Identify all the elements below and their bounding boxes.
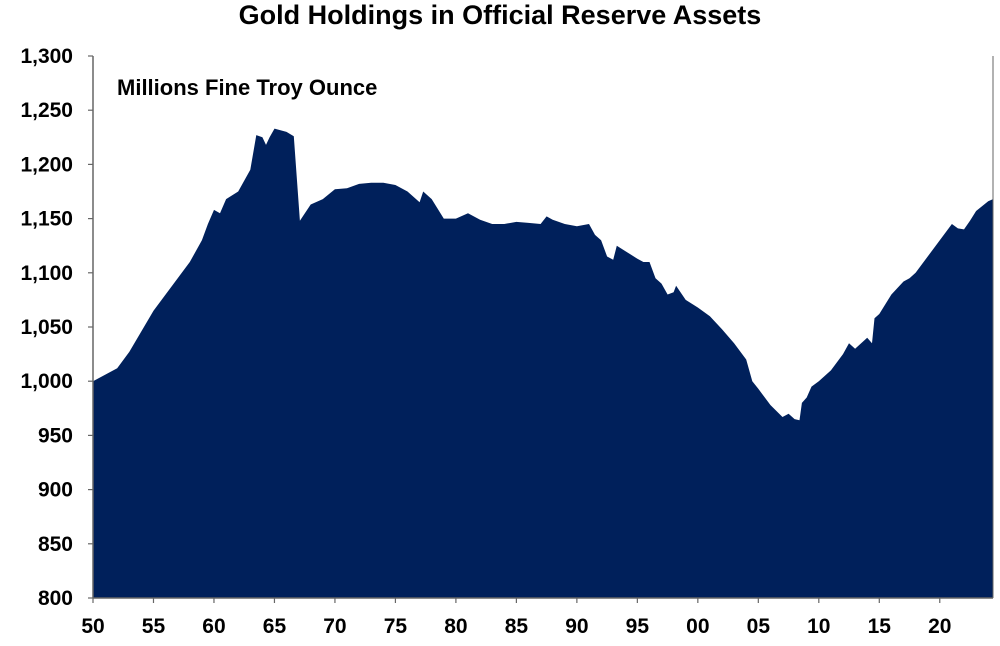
x-tick-label: 70 <box>323 615 346 638</box>
y-tick-label: 1,100 <box>20 262 73 285</box>
axes: 800 850 900 950 1,000 1,050 1,100 1,150 1,200 1,2… <box>20 45 994 638</box>
units-annotation: Millions Fine Troy Ounce <box>117 75 377 100</box>
y-tick-label: 1,300 <box>20 45 73 68</box>
x-tick-label: 80 <box>444 615 467 638</box>
y-tick-label: 800 <box>38 587 73 610</box>
x-tick-label: 85 <box>505 615 529 638</box>
x-tick-label: 10 <box>807 615 830 638</box>
y-tick-label: 900 <box>38 479 73 502</box>
x-tick-label: 95 <box>626 615 650 638</box>
x-tick-label: 75 <box>384 615 408 638</box>
y-tick-label: 950 <box>38 424 73 447</box>
x-tick-label: 65 <box>263 615 287 638</box>
y-tick-label: 1,000 <box>20 370 73 393</box>
x-tick-label: 50 <box>81 615 104 638</box>
x-tick-label: 20 <box>928 615 951 638</box>
x-tick-label: 60 <box>202 615 225 638</box>
y-tick-label: 1,250 <box>20 99 73 122</box>
x-tick-label: 90 <box>565 615 588 638</box>
y-tick-label: 1,200 <box>20 153 73 176</box>
x-tick-label: 55 <box>142 615 166 638</box>
x-tick-label: 00 <box>686 615 709 638</box>
y-tick-label: 1,050 <box>20 316 73 339</box>
chart-title: Gold Holdings in Official Reserve Assets <box>239 0 762 30</box>
x-tick-label: 05 <box>747 615 771 638</box>
y-tick-label: 1,150 <box>20 208 73 231</box>
x-tick-label: 15 <box>868 615 892 638</box>
gold-holdings-area <box>93 128 993 598</box>
y-tick-label: 850 <box>38 533 73 556</box>
